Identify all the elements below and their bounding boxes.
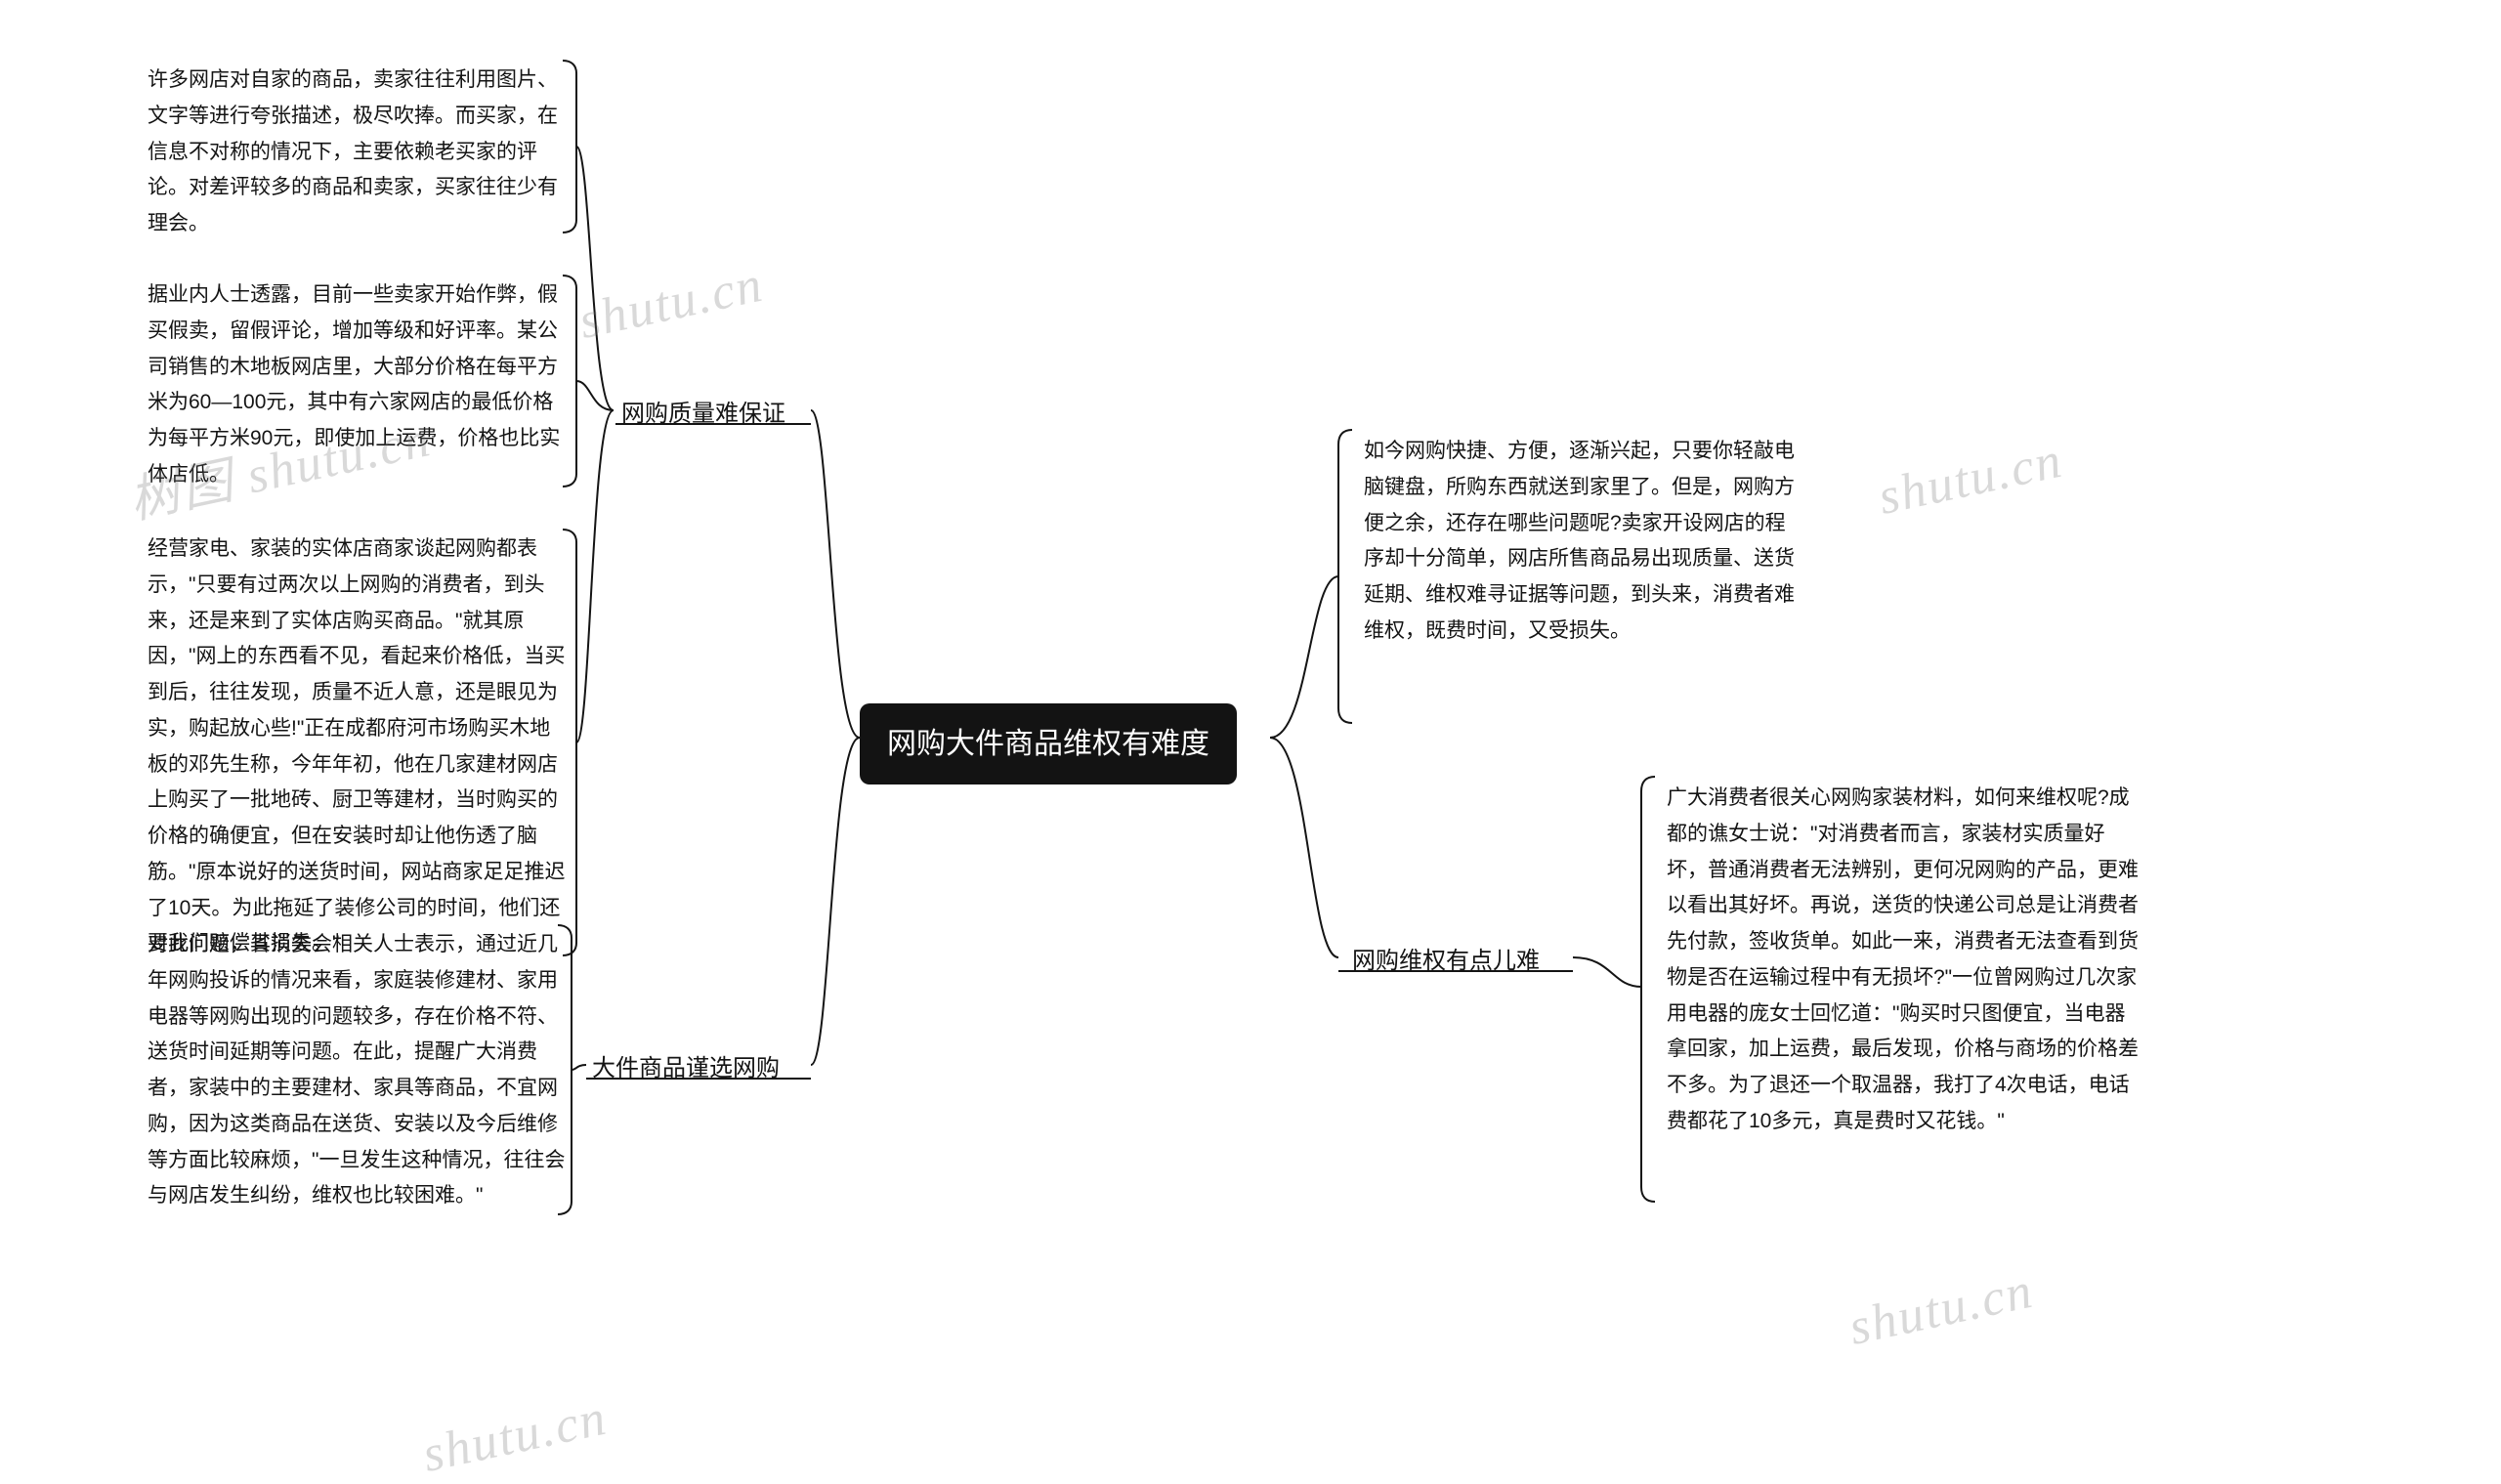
leaf-right-intro: 如今网购快捷、方便，逐渐兴起，只要你轻敲电脑键盘，所购东西就送到家里了。但是，网… — [1358, 430, 1807, 654]
watermark-text: shutu.cn — [1874, 432, 2068, 527]
center-node: 网购大件商品维权有难度 — [860, 703, 1237, 784]
mindmap-canvas: 网购大件商品维权有难度 如今网购快捷、方便，逐渐兴起，只要你轻敲电脑键盘，所购东… — [0, 0, 2501, 1454]
branch-left-quality: 网购质量难保证 — [617, 389, 789, 441]
leaf-left-quality-1: 许多网店对自家的商品，卖家往往利用图片、文字等进行夸张描述，极尽吹捧。而买家，在… — [142, 59, 572, 246]
leaf-left-caution: 对此问题，省消委会相关人士表示，通过近几年网购投诉的情况来看，家庭装修建材、家用… — [142, 923, 572, 1218]
leaf-left-quality-3: 经营家电、家装的实体店商家谈起网购都表示，"只要有过两次以上网购的消费者，到头来… — [142, 528, 572, 966]
branch-left-caution: 大件商品谨选网购 — [588, 1043, 784, 1095]
leaf-right-difficulty: 广大消费者很关心网购家装材料，如何来维权呢?成都的谯女士说："对消费者而言，家装… — [1661, 777, 2149, 1144]
watermark-text: shutu.cn — [418, 1389, 613, 1484]
watermark-text: shutu.cn — [1844, 1262, 2039, 1357]
leaf-left-quality-2: 据业内人士透露，目前一些卖家开始作弊，假买假卖，留假评论，增加等级和好评率。某公… — [142, 274, 572, 497]
branch-right-difficulty: 网购维权有点儿难 — [1348, 936, 1544, 988]
watermark-text: shutu.cn — [574, 256, 769, 351]
